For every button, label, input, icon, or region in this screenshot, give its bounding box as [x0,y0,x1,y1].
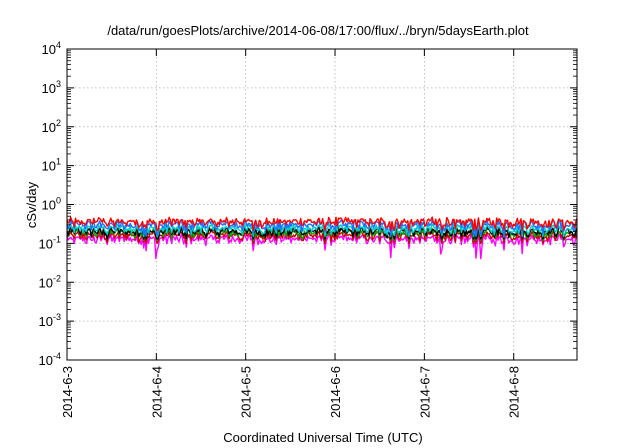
series-line [66,229,578,245]
y-axis: 10-4 10-3 10-2 10-1 100 101 102 103 104 [39,40,577,368]
series-line [66,216,578,231]
y-tick-label: 10-1 [39,234,61,251]
y-tick-label: 103 [42,79,61,96]
y-tick-label: 104 [42,40,61,57]
x-tick-label: 2014-6-8 [507,366,522,418]
x-axis-label: Coordinated Universal Time (UTC) [223,430,422,445]
y-tick-label: 102 [42,118,61,135]
x-axis: 2014-6-3 2014-6-4 2014-6-5 2014-6-6 2014-6-7… [60,49,522,418]
y-tick-label: 10-3 [39,312,61,329]
series-group [66,216,578,260]
x-tick-label: 2014-6-7 [417,366,432,418]
y-tick-label: 100 [42,196,61,213]
grid [67,49,577,360]
y-tick-label: 101 [42,157,61,174]
series-line [66,222,578,238]
y-axis-label: cSv/day [24,181,39,228]
chart-title: /data/run/goesPlots/archive/2014-06-08/1… [107,23,529,38]
x-tick-label: 2014-6-5 [239,366,254,418]
y-tick-label: 10-4 [39,351,61,368]
x-tick-label: 2014-6-4 [149,366,164,418]
x-tick-label: 2014-6-6 [328,366,343,418]
y-tick-label: 10-2 [39,273,61,290]
x-tick-label: 2014-6-3 [60,366,75,418]
